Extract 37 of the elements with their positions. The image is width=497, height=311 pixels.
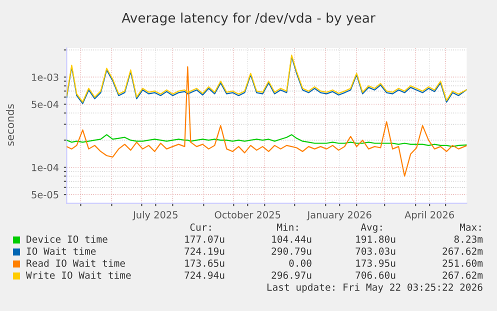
y-axis-title: seconds — [6, 104, 14, 146]
line-series — [66, 134, 467, 148]
text: 267.62m — [442, 247, 483, 255]
text: 8.23m — [454, 235, 483, 243]
text: 251.60m — [442, 259, 483, 267]
text: 724.94u — [184, 271, 224, 279]
text: 703.03u — [356, 247, 396, 255]
text: 173.65u — [185, 259, 224, 267]
chart-title: Average latency for /dev/vda - by year — [122, 12, 376, 26]
text: Avg: — [360, 224, 382, 233]
text: Max: — [460, 224, 481, 231]
line-series — [66, 66, 467, 177]
x-tick-label: October 2025 — [214, 210, 280, 218]
legend-label: IO Wait time — [26, 247, 96, 255]
x-tick-label: January 2026 — [306, 211, 372, 220]
text: Min: — [277, 223, 298, 231]
y-tick-label: 1e-04 — [32, 164, 59, 172]
text: 267.62m — [442, 271, 483, 279]
text: 191.80u — [356, 235, 396, 243]
text: 724.19u — [184, 247, 224, 255]
y-tick-label: 5e-04 — [32, 100, 59, 108]
text: Last update: Fri May 22 03:25:22 2026 — [267, 283, 482, 293]
text: 177.07u — [185, 235, 224, 243]
text: 706.60u — [356, 271, 396, 279]
y-tick-label: 1e-03 — [32, 74, 58, 81]
x-tick-label: April 2026 — [404, 210, 454, 220]
text: 296.97u — [272, 271, 312, 279]
legend-label: Read IO Wait time — [26, 259, 125, 267]
text: 173.95u — [356, 259, 396, 267]
text: 104.44u — [272, 235, 312, 243]
legend-label: Write IO Wait time — [26, 271, 131, 279]
legend-label: Device IO time — [26, 235, 108, 243]
text: Cur: — [190, 223, 211, 231]
y-tick-label: 5e-05 — [32, 191, 58, 198]
text: 0.00 — [289, 259, 312, 267]
text: 290.79u — [272, 247, 312, 255]
x-tick-label: July 2025 — [132, 210, 178, 220]
